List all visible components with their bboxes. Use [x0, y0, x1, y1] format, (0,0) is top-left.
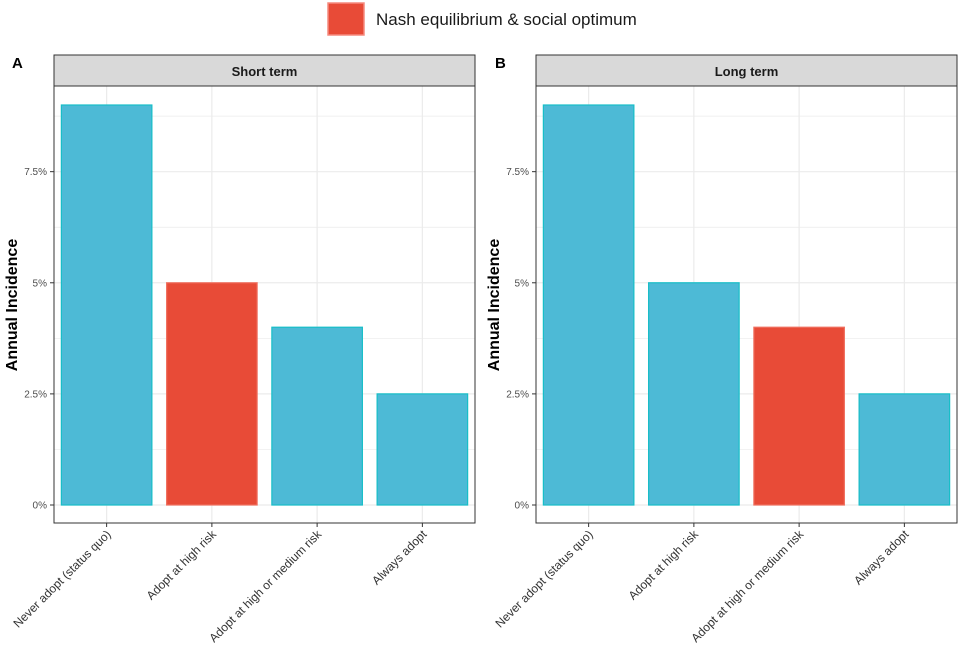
bar: [858, 393, 951, 506]
legend: Nash equilibrium & social optimum: [327, 2, 637, 36]
y-tick-label: 5%: [515, 278, 530, 289]
x-tick-label: Adopt at high or medium risk: [688, 527, 807, 646]
y-tick-label: 7.5%: [506, 167, 529, 178]
legend-key: [327, 2, 365, 36]
panel-label: A: [12, 55, 23, 72]
x-tick-label: Always adopt: [851, 527, 912, 588]
panel-title: Long term: [715, 64, 779, 79]
plot-border: [535, 85, 958, 524]
x-axis: Never adopt (status quo) Adopt at high ri…: [492, 523, 912, 645]
panel-title: Short term: [232, 64, 298, 79]
y-axis: 0% 2.5% 5% 7.5%: [24, 167, 54, 512]
panel-long-term: B Long term 0% 2.5% 5% 7.5% Never adopt (st…: [486, 54, 958, 645]
y-tick-label: 0%: [33, 501, 48, 512]
y-axis: 0% 2.5% 5% 7.5%: [506, 167, 536, 512]
x-tick-label: Never adopt (status quo): [492, 527, 595, 630]
bar: [271, 326, 363, 506]
bar: [60, 104, 153, 506]
legend-label: Nash equilibrium & social optimum: [376, 10, 637, 29]
x-tick-label: Adopt at high risk: [144, 527, 220, 603]
y-tick-label: 2.5%: [506, 389, 529, 400]
panel-strip: [535, 54, 958, 87]
x-tick-label: Adopt at high risk: [626, 527, 702, 603]
y-tick-label: 2.5%: [24, 389, 47, 400]
y-axis-label: Annual Incidence: [4, 239, 21, 372]
bars: [60, 104, 469, 506]
y-axis-label: Annual Incidence: [486, 239, 503, 372]
panel-short-term: A Short term 0% 2.5% 5% 7.5% Never adopt (s…: [4, 54, 476, 645]
panel-label: B: [495, 55, 506, 72]
bar: [376, 393, 469, 506]
bar: [166, 282, 258, 506]
x-tick-label: Never adopt (status quo): [10, 527, 113, 630]
y-tick-label: 7.5%: [24, 167, 47, 178]
x-tick-label: Always adopt: [369, 527, 430, 588]
bar: [753, 326, 845, 506]
bars: [542, 104, 951, 506]
y-tick-label: 5%: [33, 278, 48, 289]
bar: [648, 282, 740, 506]
bar: [542, 104, 635, 506]
x-tick-label: Adopt at high or medium risk: [206, 527, 325, 646]
y-tick-label: 0%: [515, 501, 530, 512]
x-axis: Never adopt (status quo) Adopt at high ri…: [10, 523, 430, 645]
panel-strip: [53, 54, 476, 87]
plot-border: [53, 85, 476, 524]
